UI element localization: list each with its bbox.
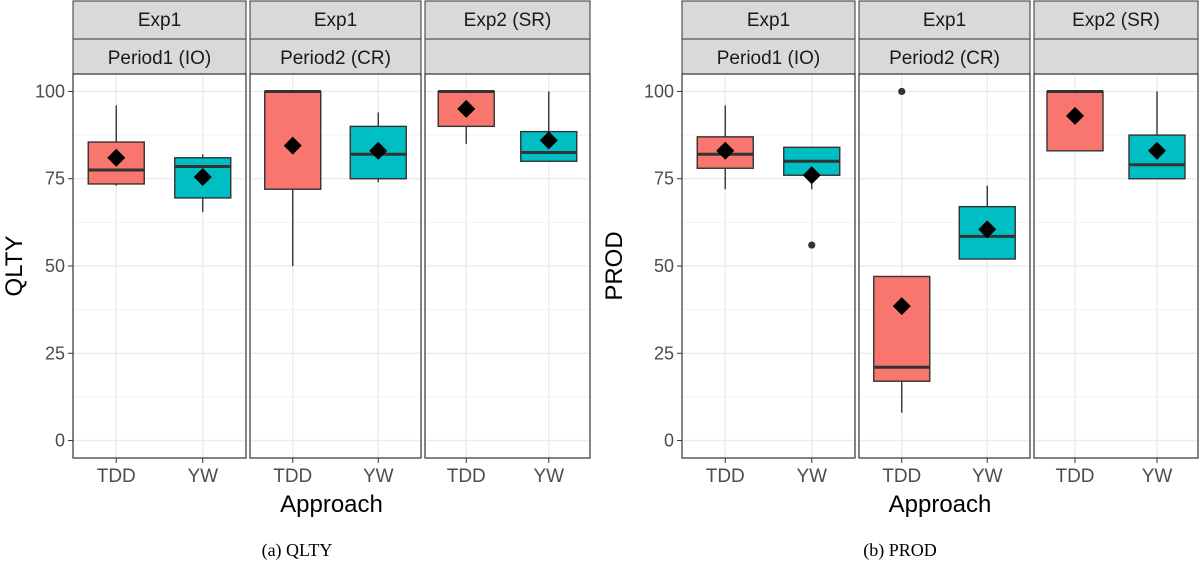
strip-bottom: [681, 38, 856, 75]
mean-marker: [107, 148, 126, 167]
y-tick-label: 0: [664, 431, 674, 451]
strip-top: [249, 0, 422, 40]
facet-panel: Exp1 Period1 (IO) TDD YW: [72, 0, 247, 487]
x-tick-label: YW: [1142, 466, 1173, 487]
mean-marker: [802, 166, 821, 185]
strip-top: [681, 0, 856, 40]
facet-panel: Exp1 Period1 (IO) TDD YW: [681, 0, 856, 487]
box-yw: [520, 91, 578, 162]
facet-panel: Exp1 Period2 (CR) TDD YW: [249, 0, 422, 487]
y-tick-label: 50: [45, 256, 65, 276]
mean-marker: [457, 99, 476, 118]
panel-border: [249, 73, 422, 459]
box-iqr: [264, 90, 322, 190]
x-tick-label: YW: [796, 466, 827, 487]
x-tick-label: YW: [533, 466, 564, 487]
x-tick-label: TDD: [273, 466, 312, 487]
mean-marker: [978, 220, 997, 239]
x-tick-label: YW: [363, 466, 394, 487]
y-tick-label: 100: [35, 81, 65, 101]
box-tdd: [696, 105, 754, 190]
mean-marker: [1066, 106, 1084, 125]
mean-marker: [716, 141, 735, 160]
x-axis-title: Approach: [889, 491, 992, 518]
y-tick-label: 75: [654, 169, 674, 189]
box-yw: [958, 185, 1016, 260]
box-iqr: [873, 275, 931, 382]
x-tick-label: YW: [187, 466, 218, 487]
box-tdd: [264, 89, 322, 266]
outlier-point: [808, 241, 816, 249]
mean-marker: [283, 136, 302, 155]
y-tick-label: 25: [45, 343, 65, 363]
x-tick-label: TDD: [1055, 466, 1094, 487]
box-tdd: [1046, 89, 1104, 152]
panel-border: [72, 73, 247, 459]
x-tick-label: TDD: [882, 466, 921, 487]
y-tick-label: 50: [654, 256, 674, 276]
y-tick-label: 75: [45, 169, 65, 189]
x-tick-label: TDD: [97, 466, 136, 487]
strip-top: [72, 0, 247, 40]
strip-top-label: Exp1: [314, 10, 357, 31]
y-axis-title: QLTY: [1, 236, 28, 297]
mean-marker: [193, 167, 212, 186]
panel-border: [681, 73, 856, 459]
strip-bottom-label: Period2 (CR): [280, 48, 391, 69]
y-axis-title: PROD: [601, 231, 628, 300]
y-tick-label: 100: [644, 81, 674, 101]
strip-top-label: Exp1: [138, 10, 181, 31]
box-yw: [783, 146, 841, 249]
y-tick-label: 0: [55, 431, 65, 451]
box-yw: [1128, 91, 1186, 180]
strip-bottom: [424, 38, 591, 75]
strip-top: [858, 0, 1031, 40]
x-tick-label: TDD: [447, 466, 486, 487]
strip-top-label: Exp2 (SR): [464, 10, 552, 31]
box-tdd: [873, 87, 931, 413]
x-axis-title: Approach: [280, 491, 383, 518]
box-tdd: [437, 89, 495, 144]
facet-panel: Exp2 (SR) TDD YW: [424, 0, 591, 487]
mean-marker: [369, 141, 388, 160]
strip-bottom: [1033, 38, 1199, 75]
box-yw: [174, 154, 232, 212]
panel-border: [858, 73, 1031, 459]
outlier-point: [898, 87, 906, 96]
x-tick-label: YW: [972, 466, 1003, 487]
panel-border: [424, 73, 591, 459]
strip-top-label: Exp1: [923, 10, 966, 31]
figure-prod: 0 25 50 75 100 PROD Exp1 Period1 (IO) TDD YW Exp1 P…: [601, 0, 1199, 561]
strip-top: [424, 0, 591, 40]
box-yw: [349, 112, 407, 183]
strip-bottom: [249, 38, 422, 75]
y-tick-label: 25: [654, 343, 674, 363]
figure-caption: (b) PROD: [863, 540, 937, 561]
strip-bottom-label: Period2 (CR): [889, 48, 1000, 69]
box-tdd: [87, 105, 145, 186]
figure-qlty: 0 25 50 75 100 QLTY Exp1 Period1 (IO) TDD YW Exp1 P…: [1, 0, 591, 561]
strip-bottom-label: Period1 (IO): [108, 48, 211, 69]
facet-panel: Exp1 Period2 (CR) TDD YW: [858, 0, 1031, 487]
mean-marker: [539, 131, 558, 150]
panel-border: [1033, 73, 1199, 459]
mean-marker: [1148, 141, 1166, 160]
strip-bottom: [858, 38, 1031, 75]
figure-caption: (a) QLTY: [262, 540, 333, 561]
strip-top-label: Exp1: [747, 10, 790, 31]
facet-panel: Exp2 (SR) TDD YW: [1033, 0, 1199, 487]
strip-bottom-label: Period1 (IO): [717, 48, 820, 69]
strip-top-label: Exp2 (SR): [1072, 10, 1160, 31]
mean-marker: [892, 297, 911, 316]
x-tick-label: TDD: [706, 466, 745, 487]
